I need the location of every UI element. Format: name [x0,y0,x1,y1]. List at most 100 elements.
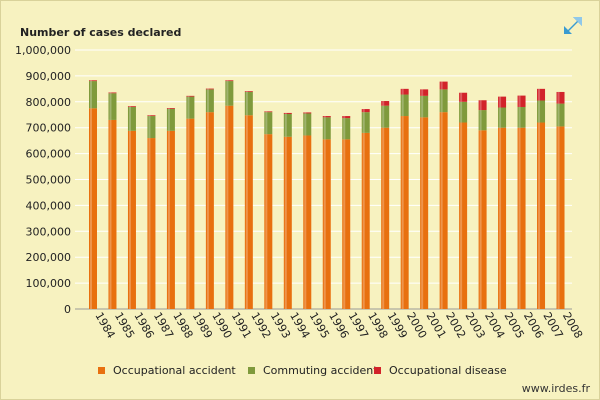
legend-item-commuting-accident: Commuting accident [248,364,378,377]
bar-segment [127,106,136,131]
bar-highlight [538,122,541,310]
bar-segment [459,92,468,102]
y-tick-label: 400,000 [26,199,72,212]
bar-segment [89,80,97,82]
bar-highlight [362,109,365,113]
y-tick-label: 600,000 [26,148,72,161]
bar-segment [342,139,351,309]
y-tick-label: 800,000 [26,96,72,109]
legend-label: Occupational accident [113,364,236,377]
bar-highlight [109,93,112,120]
y-tick-label: 300,000 [26,225,72,238]
bar-highlight [401,94,404,117]
y-tick-label: 200,000 [26,251,72,264]
bar-segment [478,110,487,131]
bar-segment [303,135,312,309]
bar-segment [303,113,312,136]
bar-highlight [148,116,151,139]
bar-highlight [421,117,424,309]
y-tick-label: 900,000 [26,70,72,83]
bar-highlight [479,100,482,111]
chart-title: Number of cases declared [20,26,182,39]
bar-highlight [343,118,346,140]
expand-icon[interactable] [562,14,584,36]
bar-highlight [128,106,131,131]
bar-segment [225,105,234,309]
bar-highlight [245,115,248,309]
bar-segment [459,101,468,123]
bar-highlight [90,80,92,82]
bar-highlight [518,127,521,309]
bar-highlight [206,89,209,113]
bar-highlight [245,91,248,116]
bar-highlight [460,101,463,123]
bar-highlight [245,91,248,92]
bar-highlight [499,107,502,128]
bar-highlight [167,130,170,309]
x-tick-label: 2008 [560,310,585,341]
bar-segment [556,126,565,309]
bar-segment [264,112,273,135]
bar-highlight [167,108,170,131]
bar-highlight [362,132,365,309]
bar-highlight [479,130,482,309]
bar-segment [400,94,409,117]
bar-segment [556,103,565,127]
bar-segment [244,91,253,92]
bar-segment [283,113,292,137]
bar-segment [127,106,136,107]
bar-segment [322,139,331,309]
bar-segment [225,80,234,82]
y-tick-label: 0 [64,303,71,316]
bar-highlight [421,89,424,96]
bar-segment [225,81,234,106]
bar-highlight [167,108,170,109]
bar-highlight [109,119,112,310]
bar-segment [166,108,175,109]
bar-highlight [440,81,443,90]
legend-swatch-commuting-accident [248,367,255,374]
bar-highlight [206,88,209,90]
bar-highlight [304,113,307,136]
bar-highlight [557,103,560,127]
bar-segment [303,112,312,114]
bar-segment [478,100,487,111]
bar-segment [381,127,390,309]
bar-highlight [90,81,92,109]
bar-segment [400,116,409,309]
bar-highlight [206,112,209,309]
bar-segment [439,112,448,309]
bar-highlight [226,81,229,106]
bar-segment [420,95,429,118]
bar-highlight [187,96,190,119]
bar-segment [283,112,292,114]
bar-segment [322,116,331,118]
bar-highlight [538,88,541,101]
bar-segment [381,105,390,128]
bar-segment [498,127,507,309]
bar-segment [498,107,507,128]
bar-segment [498,96,507,108]
bar-segment [420,117,429,309]
bar-highlight [499,96,502,108]
bar-segment [264,111,273,113]
bar-highlight [265,134,268,309]
bar-highlight [382,105,385,128]
bar-segment [556,91,565,104]
bar-segment [361,132,370,309]
bar-highlight [284,112,287,114]
bar-highlight [382,127,385,309]
source-label[interactable]: www.irdes.fr [521,382,590,395]
bar-highlight [90,108,92,310]
bar-segment [147,116,156,139]
bar-segment [166,108,175,131]
bar-segment [439,89,448,113]
bar-highlight [343,116,346,119]
bar-highlight [479,110,482,131]
bar-highlight [284,136,287,309]
bar-highlight [226,105,229,309]
bar-segment [244,91,253,116]
bar-segment [186,95,195,97]
bar-segment [478,130,487,309]
